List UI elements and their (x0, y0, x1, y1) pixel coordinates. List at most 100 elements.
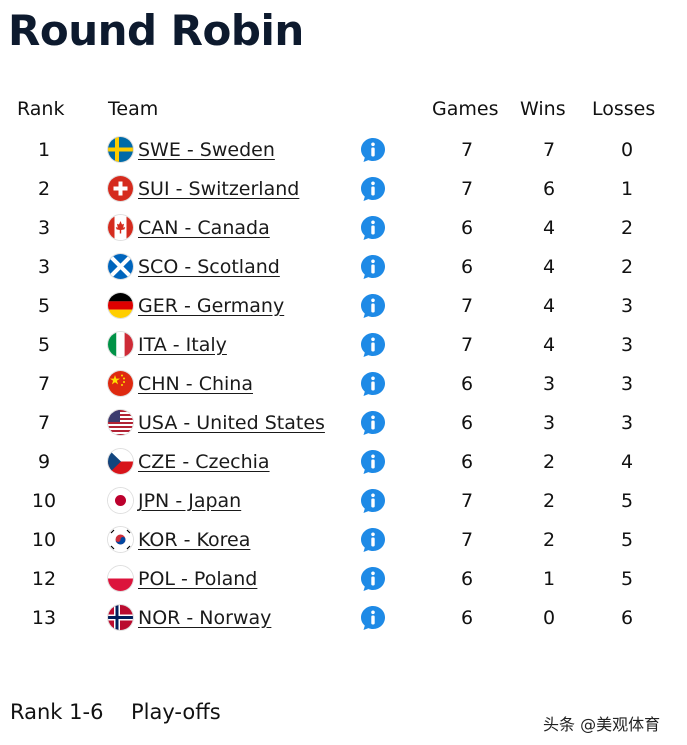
rank-cell: 7 (37, 412, 51, 434)
team-link[interactable]: SWE - Sweden (138, 139, 275, 161)
info-icon[interactable] (360, 332, 386, 358)
rank-cell: 1 (37, 139, 51, 161)
team-link[interactable]: CAN - Canada (138, 217, 270, 239)
games-cell: 6 (460, 412, 474, 434)
page-title: Round Robin (8, 6, 304, 55)
switzerland-flag-icon (108, 176, 133, 201)
info-icon[interactable] (360, 137, 386, 163)
info-icon[interactable] (360, 293, 386, 319)
team-link[interactable]: JPN - Japan (138, 490, 242, 512)
team-link[interactable]: GER - Germany (138, 295, 285, 317)
rank-cell: 10 (31, 490, 57, 512)
norway-flag-icon (108, 605, 133, 630)
header-wins: Wins (520, 98, 566, 120)
info-icon[interactable] (360, 371, 386, 397)
rank-cell: 5 (37, 295, 51, 317)
games-cell: 7 (460, 295, 474, 317)
china-flag-icon (108, 371, 133, 396)
losses-cell: 1 (620, 178, 634, 200)
losses-cell: 5 (620, 529, 634, 551)
sweden-flag-icon (108, 137, 133, 162)
wins-cell: 0 (542, 607, 556, 629)
losses-cell: 3 (620, 334, 634, 356)
games-cell: 7 (460, 490, 474, 512)
canada-flag-icon (108, 215, 133, 240)
games-cell: 7 (460, 529, 474, 551)
italy-flag-icon (108, 332, 133, 357)
rank-cell: 7 (37, 373, 51, 395)
header-team: Team (108, 98, 159, 120)
losses-cell: 6 (620, 607, 634, 629)
wins-cell: 3 (542, 373, 556, 395)
wins-cell: 7 (542, 139, 556, 161)
info-icon[interactable] (360, 215, 386, 241)
table-row: 10 KOR - Korea 7 2 5 (0, 527, 687, 566)
wins-cell: 6 (542, 178, 556, 200)
footer-rank-range: Rank 1-6 (10, 700, 104, 724)
team-link[interactable]: SUI - Switzerland (138, 178, 300, 200)
team-link[interactable]: POL - Poland (138, 568, 258, 590)
losses-cell: 3 (620, 373, 634, 395)
losses-cell: 3 (620, 295, 634, 317)
games-cell: 6 (460, 373, 474, 395)
wins-cell: 1 (542, 568, 556, 590)
wins-cell: 2 (542, 490, 556, 512)
team-link[interactable]: SCO - Scotland (138, 256, 280, 278)
header-losses: Losses (592, 98, 656, 120)
wins-cell: 2 (542, 529, 556, 551)
table-row: 5 ITA - Italy 7 4 3 (0, 332, 687, 371)
wins-cell: 4 (542, 256, 556, 278)
japan-flag-icon (108, 488, 133, 513)
czechia-flag-icon (108, 449, 133, 474)
info-icon[interactable] (360, 176, 386, 202)
table-row: 7 USA - United States 6 3 3 (0, 410, 687, 449)
rank-cell: 9 (37, 451, 51, 473)
team-link[interactable]: USA - United States (138, 412, 325, 434)
games-cell: 7 (460, 178, 474, 200)
info-icon[interactable] (360, 449, 386, 475)
table-row: 3 SCO - Scotland 6 4 2 (0, 254, 687, 293)
table-row: 2 SUI - Switzerland 7 6 1 (0, 176, 687, 215)
info-icon[interactable] (360, 254, 386, 280)
info-icon[interactable] (360, 410, 386, 436)
losses-cell: 0 (620, 139, 634, 161)
info-icon[interactable] (360, 605, 386, 631)
wins-cell: 4 (542, 334, 556, 356)
table-row: 13 NOR - Norway 6 0 6 (0, 605, 687, 644)
wins-cell: 3 (542, 412, 556, 434)
info-icon[interactable] (360, 488, 386, 514)
germany-flag-icon (108, 293, 133, 318)
team-link[interactable]: ITA - Italy (138, 334, 227, 356)
team-link[interactable]: CHN - China (138, 373, 253, 395)
table-row: 3 CAN - Canada 6 4 2 (0, 215, 687, 254)
usa-flag-icon (108, 410, 133, 435)
team-link[interactable]: CZE - Czechia (138, 451, 270, 473)
games-cell: 6 (460, 256, 474, 278)
poland-flag-icon (108, 566, 133, 591)
rank-cell: 5 (37, 334, 51, 356)
rank-cell: 2 (37, 178, 51, 200)
table-row: 5 GER - Germany 7 4 3 (0, 293, 687, 332)
table-row: 1 SWE - Sweden 7 7 0 (0, 137, 687, 176)
korea-flag-icon (108, 527, 133, 552)
team-link[interactable]: KOR - Korea (138, 529, 251, 551)
wins-cell: 4 (542, 295, 556, 317)
scotland-flag-icon (108, 254, 133, 279)
rank-cell: 13 (31, 607, 57, 629)
games-cell: 6 (460, 607, 474, 629)
games-cell: 7 (460, 334, 474, 356)
losses-cell: 5 (620, 568, 634, 590)
rank-cell: 3 (37, 217, 51, 239)
footer-playoffs-label: Play-offs (131, 700, 221, 724)
header-games: Games (432, 98, 499, 120)
games-cell: 7 (460, 139, 474, 161)
games-cell: 6 (460, 217, 474, 239)
info-icon[interactable] (360, 566, 386, 592)
team-link[interactable]: NOR - Norway (138, 607, 272, 629)
rank-cell: 12 (31, 568, 57, 590)
info-icon[interactable] (360, 527, 386, 553)
wins-cell: 4 (542, 217, 556, 239)
header-rank: Rank (17, 98, 65, 120)
losses-cell: 5 (620, 490, 634, 512)
losses-cell: 3 (620, 412, 634, 434)
